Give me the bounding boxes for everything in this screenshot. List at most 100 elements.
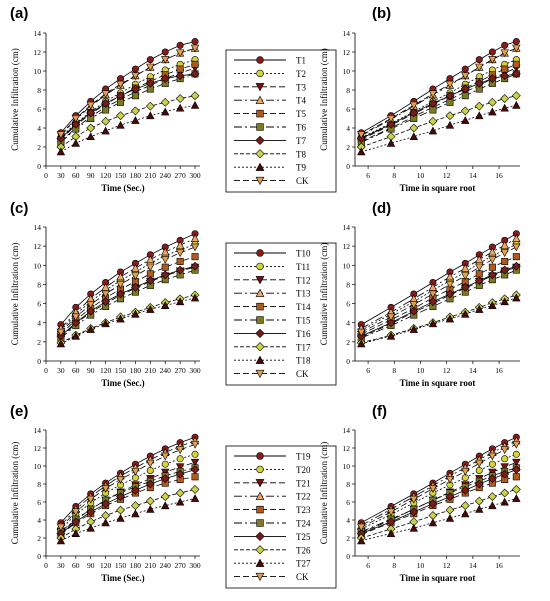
data-point [501, 455, 509, 463]
data-point [445, 272, 455, 281]
series-line [361, 64, 517, 140]
series-line [60, 104, 196, 153]
data-point [512, 44, 521, 53]
x-tick-label: 120 [100, 171, 112, 180]
data-point [460, 501, 470, 511]
panel-label: (b) [372, 5, 391, 22]
data-point [474, 479, 484, 489]
series-T26 [56, 484, 200, 543]
series-line [361, 73, 517, 143]
series-line [60, 266, 196, 338]
chart-panel-3: (c) 0 2 4 6 8 10 12 14 0 30 60 90 120 150 180 210 240 270 3… [10, 200, 201, 388]
data-point [146, 459, 155, 468]
y-tick-label: 4 [37, 124, 41, 133]
data-point [146, 504, 155, 513]
chart-panel-6: (f) 0 2 4 6 8 10 12 14 6 8 10 12 14 16 Time in square r… [319, 403, 521, 583]
data-point [116, 272, 125, 281]
data-point [56, 536, 66, 545]
data-point [500, 94, 510, 103]
y-tick-label: 12 [343, 444, 351, 453]
data-point [146, 111, 155, 120]
data-point [487, 474, 497, 484]
data-point [409, 507, 419, 517]
series-T9 [56, 100, 200, 156]
series-line [361, 47, 517, 136]
data-point [512, 293, 521, 302]
y-tick-label: 2 [37, 143, 41, 152]
y-tick-label: 2 [346, 534, 350, 543]
series-line [361, 233, 517, 325]
legend-marker [255, 355, 265, 364]
series-T25 [356, 465, 521, 538]
x-tick-label: 8 [392, 171, 396, 180]
series-line [361, 489, 517, 539]
y-tick-label: 14 [343, 29, 351, 38]
data-point [131, 272, 140, 281]
series-T16 [356, 261, 521, 341]
data-point [175, 497, 185, 506]
x-tick-label: 30 [57, 366, 65, 375]
data-point [160, 474, 170, 484]
legend-label: T15 [296, 316, 311, 326]
data-point [409, 123, 419, 133]
y-tick-label: 6 [346, 105, 350, 114]
x-tick-label: 90 [87, 171, 95, 180]
data-point [190, 91, 200, 101]
y-tick-label: 8 [346, 480, 350, 489]
data-point [191, 38, 199, 46]
data-point [56, 328, 66, 337]
data-point [511, 261, 521, 271]
x-tick-label: 0 [44, 366, 48, 375]
series-T14 [357, 253, 520, 338]
data-point [190, 100, 200, 109]
y-axis-label: Cumulative Infiltration (cm) [10, 243, 20, 345]
data-point [101, 499, 111, 509]
data-point [512, 450, 520, 458]
legend-label: T27 [296, 559, 311, 569]
y-tick-label: 12 [34, 444, 42, 453]
y-tick-label: 4 [37, 516, 41, 525]
legend-label: CK [296, 572, 309, 582]
data-point [146, 63, 155, 72]
x-tick-label: 270 [175, 561, 187, 570]
series-T25 [56, 465, 200, 538]
series-line [361, 269, 517, 339]
data-point [191, 253, 199, 261]
data-point [428, 297, 438, 307]
data-point [161, 460, 169, 468]
data-point [474, 496, 484, 506]
data-point [190, 44, 200, 53]
series-line [361, 104, 517, 153]
data-point [145, 101, 155, 111]
legend-marker [255, 162, 265, 171]
legend-label: T9 [296, 163, 306, 173]
series-T24 [357, 464, 520, 536]
series-T10 [357, 230, 520, 329]
data-point [500, 446, 509, 455]
data-point [86, 101, 95, 110]
series-line [60, 67, 196, 142]
x-axis-label: Time in square root [400, 183, 476, 193]
x-tick-label: 300 [189, 171, 201, 180]
data-point [445, 280, 455, 289]
series-T4 [357, 43, 521, 140]
series-line [361, 266, 517, 338]
legend-label: T4 [296, 96, 306, 106]
data-point [86, 306, 96, 316]
x-tick-label: 14 [469, 561, 477, 570]
data-point [512, 253, 520, 261]
series-line [361, 444, 517, 528]
data-point [101, 511, 111, 520]
data-point [71, 115, 81, 123]
y-tick-label: 4 [346, 319, 350, 328]
y-tick-label: 8 [37, 480, 41, 489]
data-point [175, 103, 185, 112]
legend-marker [256, 316, 264, 324]
panel-label: (c) [10, 200, 28, 217]
legend-marker [256, 519, 264, 527]
series-T27 [56, 494, 200, 545]
data-point [56, 131, 66, 139]
data-point [86, 507, 96, 517]
y-axis-label: Cumulative Infiltration (cm) [319, 442, 329, 544]
